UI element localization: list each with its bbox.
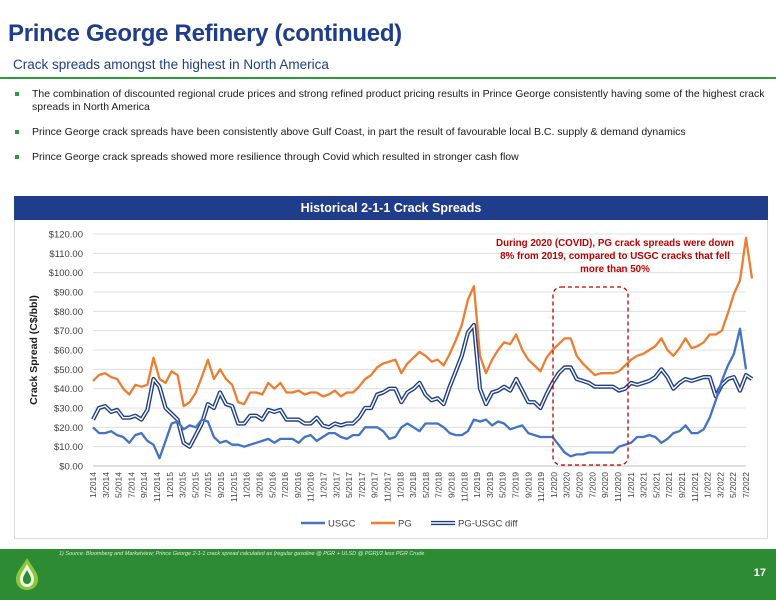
x-tick-label: 7/2019 (511, 472, 521, 498)
bullet-square-icon (15, 130, 19, 134)
crack-spread-chart: $0.00 $10.00 $20.00 $30.00 $40.00 $50.00 $60.0… (28, 230, 754, 530)
x-tick-label: 9/2014 (139, 472, 149, 498)
x-tick-label: 3/2017 (331, 472, 341, 498)
x-tick-label: 7/2018 (434, 472, 444, 498)
x-tick-label: 11/2014 (152, 472, 162, 502)
source-footnote: 1) Source: Bloomberg and Marketview; Pri… (59, 551, 425, 557)
legend-label: USGC (328, 519, 356, 530)
legend-label: PG (398, 519, 412, 530)
annotation-line: During 2020 (COVID), PG crack spreads we… (496, 238, 734, 249)
y-axis-title: Crack Spread (C$/bbl) (28, 295, 40, 405)
x-tick-label: 3/2015 (178, 472, 188, 498)
x-tick-label: 3/2021 (639, 472, 649, 498)
x-tick-label: 3/2019 (485, 472, 495, 498)
x-tick-label: 3/2022 (715, 472, 725, 498)
annotation-line: 8% from 2019, compared to USGC cracks th… (500, 251, 730, 262)
x-tick-label: 9/2020 (600, 472, 610, 498)
x-tick-label: 3/2016 (254, 472, 264, 498)
x-tick-label: 11/2018 (459, 472, 469, 502)
x-tick-label: 1/2020 (549, 472, 559, 498)
x-tick-label: 1/2021 (626, 472, 636, 498)
bullet-square-icon (15, 92, 19, 96)
x-tick-label: 1/2015 (165, 472, 175, 498)
y-tick-label: $60.00 (54, 346, 83, 357)
x-tick-label: 9/2016 (293, 472, 303, 498)
x-tick-label: 3/2014 (101, 472, 111, 498)
x-tick-label: 1/2014 (88, 472, 98, 498)
series-line-usgc (92, 327, 748, 460)
x-tick-label: 11/2017 (382, 472, 392, 502)
covid-highlight-box (552, 286, 629, 466)
x-tick-label: 9/2019 (523, 472, 533, 498)
y-tick-label: $0.00 (59, 462, 83, 473)
bullet-list: The combination of discounted regional c… (14, 88, 766, 176)
x-tick-label: 9/2017 (370, 472, 380, 498)
x-tick-label: 7/2021 (664, 472, 674, 498)
y-tick-label: $30.00 (54, 404, 83, 415)
x-tick-label: 9/2015 (216, 472, 226, 498)
y-tick-label: $120.00 (49, 230, 83, 241)
y-tick-label: $70.00 (54, 326, 83, 337)
x-tick-label: 11/2020 (613, 472, 623, 502)
y-tick-label: $40.00 (54, 384, 83, 395)
x-tick-label: 3/2020 (562, 472, 572, 498)
x-tick-label: 1/2016 (242, 472, 252, 498)
series-line-pg (92, 236, 754, 408)
x-tick-label: 5/2015 (190, 472, 200, 498)
x-tick-label: 1/2018 (395, 472, 405, 498)
y-tick-label: $80.00 (54, 307, 83, 318)
x-tick-label: 5/2021 (651, 472, 661, 498)
x-tick-label: 7/2015 (203, 472, 213, 498)
y-tick-label: $10.00 (54, 442, 83, 453)
y-tick-label: $50.00 (54, 365, 83, 376)
bullet-text: Prince George crack spreads showed more … (32, 151, 519, 163)
title-divider (0, 77, 776, 79)
x-tick-label: 9/2018 (447, 472, 457, 498)
x-tick-label: 7/2016 (280, 472, 290, 498)
bullet-item: Prince George crack spreads have been co… (14, 126, 766, 139)
x-tick-label: 11/2015 (229, 472, 239, 502)
bullet-text: Prince George crack spreads have been co… (32, 126, 686, 138)
x-tick-label: 9/2021 (677, 472, 687, 498)
x-tick-label: 5/2019 (498, 472, 508, 498)
x-tick-label: 1/2017 (318, 472, 328, 498)
bullet-text: The combination of discounted regional c… (32, 88, 765, 113)
chart-frame: $0.00 $10.00 $20.00 $30.00 $40.00 $50.00 $60.0… (14, 220, 768, 539)
x-tick-label: 11/2019 (536, 472, 546, 502)
x-tick-label: 5/2014 (114, 472, 124, 498)
bullet-item: The combination of discounted regional c… (14, 88, 766, 114)
company-logo-icon (16, 558, 38, 590)
y-tick-label: $110.00 (49, 249, 83, 260)
y-tick-label: $90.00 (54, 288, 83, 299)
chart-title: Historical 2-1-1 Crack Spreads (14, 196, 768, 220)
x-tick-label: 7/2017 (357, 472, 367, 498)
x-tick-label: 5/2020 (575, 472, 585, 498)
page-number: 17 (753, 567, 766, 579)
bullet-square-icon (15, 155, 19, 159)
x-tick-label: 3/2018 (408, 472, 418, 498)
x-tick-label: 7/2020 (587, 472, 597, 498)
x-tick-label: 5/2017 (344, 472, 354, 498)
covid-annotation: During 2020 (COVID), PG crack spreads we… (496, 238, 734, 275)
legend-label: PG-USGC diff (458, 519, 518, 530)
x-tick-label: 7/2014 (126, 472, 136, 498)
slide-subtitle: Crack spreads amongst the highest in Nor… (13, 57, 329, 72)
x-tick-label: 5/2018 (421, 472, 431, 498)
x-tick-label: 1/2022 (703, 472, 713, 498)
footer-bar (0, 549, 776, 600)
x-tick-label: 1/2019 (472, 472, 482, 498)
x-tick-label: 5/2016 (267, 472, 277, 498)
x-tick-label: 5/2022 (728, 472, 738, 498)
x-tick-label: 11/2021 (690, 472, 700, 502)
x-tick-label: 7/2022 (741, 472, 751, 498)
y-tick-label: $100.00 (49, 268, 83, 279)
bullet-item: Prince George crack spreads showed more … (14, 151, 766, 164)
y-tick-label: $20.00 (54, 423, 83, 434)
slide-title: Prince George Refinery (continued) (8, 20, 402, 47)
x-tick-label: 11/2016 (306, 472, 316, 502)
annotation-line: more than 50% (580, 264, 650, 275)
